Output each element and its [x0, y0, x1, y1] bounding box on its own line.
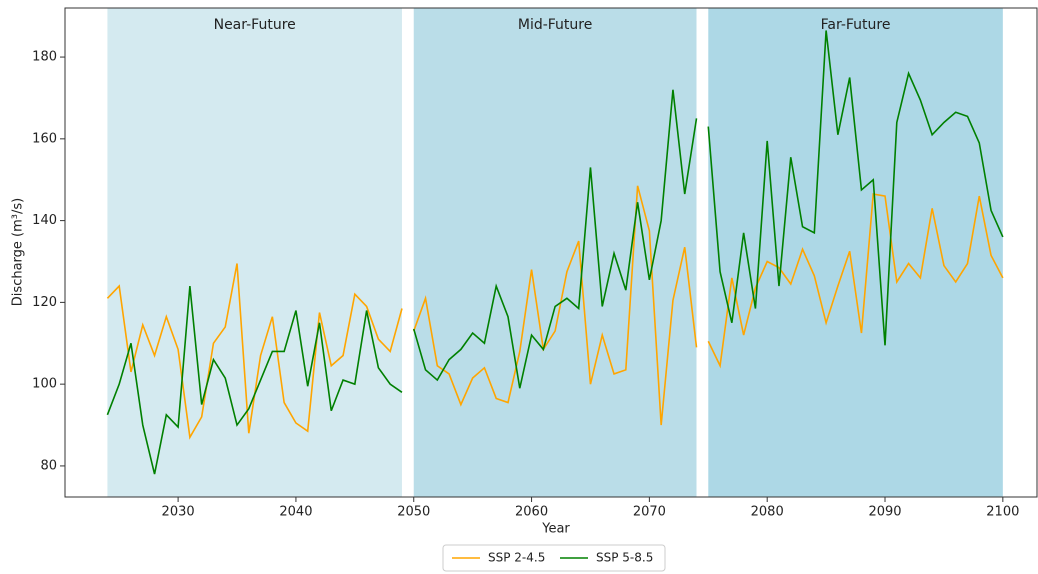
legend-box: [442, 544, 666, 572]
series-line: [106, 285, 403, 475]
series-line: [707, 30, 1004, 346]
legend-label: SSP 5-8.5: [596, 551, 653, 565]
series-line: [412, 185, 698, 426]
legend: SSP 2-4.5 SSP 5-8.5: [442, 544, 666, 572]
x-tick-label: 2050: [397, 505, 430, 520]
y-tick-label: 140: [32, 213, 57, 228]
period-band: [413, 8, 697, 497]
period-label: Far-Future: [821, 17, 891, 33]
y-tick-label: 100: [32, 377, 57, 392]
legend-label: SSP 2-4.5: [488, 551, 545, 565]
period-band: [107, 8, 402, 497]
x-tick-label: 2090: [868, 505, 901, 520]
series-line: [412, 89, 698, 389]
x-tick-label: 2030: [162, 505, 195, 520]
x-tick-label: 2070: [633, 505, 666, 520]
y-axis-label: Discharge (m³/s): [11, 198, 26, 306]
y-tick-label: 80: [40, 458, 57, 473]
period-label: Mid-Future: [518, 17, 593, 33]
x-tick-label: 2060: [515, 505, 548, 520]
x-tick-label: 2100: [986, 505, 1019, 520]
x-tick-label: 2080: [751, 505, 784, 520]
x-tick-label: 2040: [279, 505, 312, 520]
y-tick-label: 180: [32, 50, 57, 65]
plot-frame: [64, 7, 1038, 498]
y-tick-label: 120: [32, 295, 57, 310]
x-axis-label: Year: [541, 522, 570, 537]
period-label: Near-Future: [214, 17, 296, 33]
period-band: [708, 8, 1003, 497]
y-tick-label: 160: [32, 131, 57, 146]
